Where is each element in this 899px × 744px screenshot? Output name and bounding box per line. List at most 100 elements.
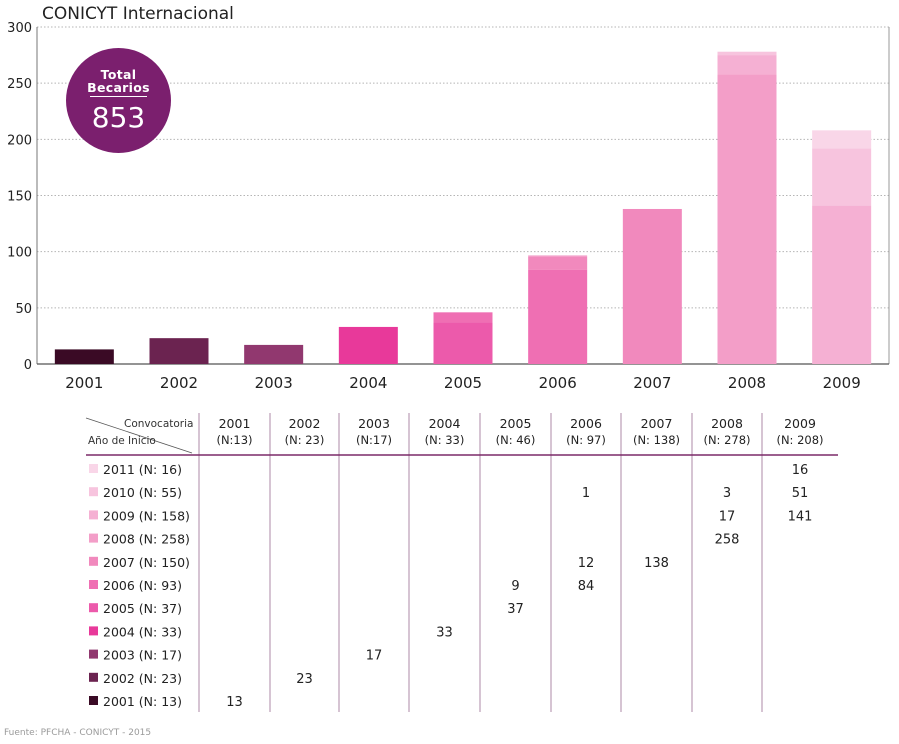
x-tick-label: 2007	[633, 374, 671, 392]
x-tick-label: 2003	[255, 374, 293, 392]
y-tick-label: 250	[7, 77, 32, 92]
table-cell-value: 9	[511, 579, 519, 594]
bar-segment-2008-2008	[717, 74, 777, 365]
table-column-header-year: 2001	[219, 416, 251, 431]
total-becarios-badge: Total Becarios 853	[66, 48, 171, 153]
table-row-label: 2002 (N: 23)	[103, 671, 182, 686]
bar-segment-2009-2010	[812, 148, 872, 206]
x-tick-label: 2009	[823, 374, 861, 392]
table-row-label: 2009 (N: 158)	[103, 508, 190, 523]
bar-segment-2005-2005	[433, 322, 493, 364]
row-swatch-2004	[89, 626, 98, 636]
table-row-label: 2011 (N: 16)	[103, 462, 182, 477]
table-cell-value: 17	[366, 649, 383, 664]
bar-segment-2002-2002	[149, 338, 209, 364]
table-row-label: 2001 (N: 13)	[103, 694, 182, 709]
row-swatch-2001	[89, 696, 98, 705]
table-corner-ano-inicio: Año de Inicio	[88, 435, 156, 447]
y-tick-label: 150	[7, 190, 32, 205]
x-tick-label: 2002	[160, 374, 198, 392]
x-tick-label: 2005	[444, 374, 482, 392]
table-row-label: 2003 (N: 17)	[103, 648, 182, 663]
table-column-header-year: 2009	[784, 416, 816, 431]
y-tick-label: 300	[7, 21, 32, 36]
table-row-label: 2007 (N: 150)	[103, 555, 190, 570]
table-cell-value: 258	[715, 533, 740, 548]
table-row-label: 2005 (N: 37)	[103, 601, 182, 616]
bar-segment-2009-2011	[812, 130, 872, 149]
table-column-header-year: 2008	[711, 416, 743, 431]
table-column-header-n: (N: 46)	[496, 433, 536, 447]
table-row-label: 2008 (N: 258)	[103, 532, 190, 547]
y-tick-label: 50	[15, 302, 32, 317]
bar-segment-2006-2010	[528, 255, 588, 257]
row-swatch-2003	[89, 649, 98, 659]
table-column-header-n: (N: 23)	[285, 433, 325, 447]
table-row-label: 2006 (N: 93)	[103, 578, 182, 593]
badge-label-line1: Total	[100, 67, 137, 82]
table-row-label: 2004 (N: 33)	[103, 624, 182, 639]
bar-segment-2008-2010	[717, 51, 777, 56]
x-tick-label: 2004	[349, 374, 387, 392]
table-column-header-year: 2002	[289, 416, 321, 431]
row-swatch-2008	[89, 533, 98, 543]
table-cell-value: 23	[296, 672, 313, 687]
table-cell-value: 138	[644, 556, 669, 571]
table-cell-value: 16	[792, 463, 809, 478]
table-cell-value: 37	[507, 602, 524, 617]
table-column-header-n: (N: 138)	[633, 433, 680, 447]
badge-label: Total Becarios	[66, 68, 171, 94]
row-swatch-2011	[89, 464, 98, 473]
table-cell-value: 3	[723, 486, 731, 501]
badge-label-line2: Becarios	[87, 80, 150, 95]
row-swatch-2010	[89, 487, 98, 497]
y-tick-label: 0	[24, 358, 32, 373]
table-column-header-year: 2006	[570, 416, 602, 431]
chart-title: CONICYT Internacional	[42, 4, 234, 24]
bar-segment-2003-2003	[244, 344, 304, 364]
table-corner-convocatoria: Convocatoria	[124, 418, 193, 430]
table-column-header-year: 2004	[429, 416, 461, 431]
table-cell-value: 33	[436, 625, 453, 640]
bar-segment-2008-2009	[717, 55, 777, 75]
y-tick-label: 100	[7, 246, 32, 261]
source-note: Fuente: PFCHA - CONICYT - 2015	[4, 728, 152, 738]
table-column-header-n: (N: 278)	[703, 433, 750, 447]
bar-segment-2004-2004	[338, 326, 398, 364]
table-column-header-year: 2007	[641, 416, 673, 431]
table-cell-value: 12	[578, 556, 595, 571]
bar-segment-2001-2001	[54, 349, 114, 364]
bar-segment-2009-2009	[812, 205, 872, 364]
table-column-header-n: (N: 208)	[776, 433, 823, 447]
table-column-header-n: (N: 33)	[425, 433, 465, 447]
corner-diagonal	[85, 417, 193, 454]
row-swatch-2006	[89, 580, 98, 589]
y-tick-label: 200	[7, 133, 32, 148]
table-cell-value: 141	[788, 509, 813, 524]
row-swatch-2002	[89, 672, 98, 682]
table-column-header-n: (N: 97)	[566, 433, 606, 447]
x-tick-label: 2001	[65, 374, 103, 392]
table-cell-value: 84	[578, 579, 595, 594]
table-column-header-year: 2005	[500, 416, 532, 431]
badge-total: 853	[91, 101, 146, 134]
row-swatch-2005	[89, 603, 98, 613]
table-column-header-year: 2003	[358, 416, 390, 431]
table-column-header-n: (N:17)	[356, 433, 392, 447]
table-cell-value: 1	[582, 486, 590, 501]
bar-segment-2006-2007	[528, 256, 588, 270]
table-column-header-n: (N:13)	[216, 433, 252, 447]
row-swatch-2009	[89, 510, 98, 520]
x-tick-label: 2006	[539, 374, 577, 392]
bar-segment-2007-2007	[622, 208, 682, 364]
badge-divider	[90, 96, 147, 97]
table-cell-value: 17	[719, 509, 736, 524]
table-cell-value: 13	[226, 695, 243, 710]
x-tick-label: 2008	[728, 374, 766, 392]
bar-segment-2005-2006	[433, 312, 493, 323]
table-cell-value: 51	[792, 486, 809, 501]
row-swatch-2007	[89, 556, 98, 566]
table-row-label: 2010 (N: 55)	[103, 485, 182, 500]
bar-segment-2006-2006	[528, 269, 588, 364]
